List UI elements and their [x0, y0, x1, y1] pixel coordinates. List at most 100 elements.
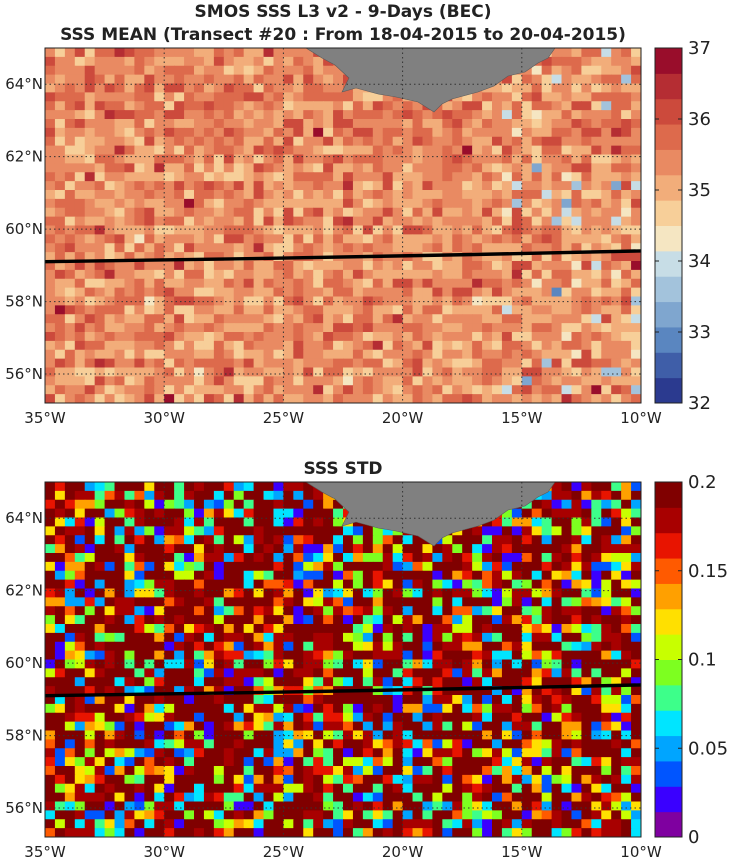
std-cell [442, 739, 453, 749]
std-cell [223, 632, 235, 643]
mean-cell [531, 172, 543, 182]
std-cell [174, 490, 185, 501]
mean-cell [581, 172, 592, 182]
mean-cell [611, 305, 622, 315]
std-cell [333, 748, 344, 758]
mean-cell [511, 349, 523, 360]
mean-cell [541, 154, 553, 164]
std-cell [223, 561, 235, 572]
std-cell [273, 641, 284, 652]
std-cell [581, 748, 592, 758]
mean-cell [462, 172, 473, 182]
std-cell [382, 828, 394, 837]
std-cell [621, 615, 632, 625]
mean-cell [591, 198, 602, 209]
std-cell [343, 712, 354, 723]
std-cell [243, 695, 255, 705]
mean-cell [621, 332, 632, 342]
mean-cell [243, 190, 255, 200]
std-cell [541, 588, 553, 598]
std-cell [184, 828, 195, 837]
mean-cell [184, 145, 195, 156]
std-cell [233, 819, 245, 829]
std-cell [194, 703, 205, 714]
std-cell [382, 703, 394, 714]
std-cell [422, 766, 433, 776]
mean-cell [174, 145, 185, 156]
std-cell [174, 606, 185, 616]
mean-cell [402, 261, 414, 271]
mean-cell [213, 154, 225, 164]
std-cell [621, 632, 632, 643]
mean-cell [124, 367, 135, 377]
mean-cell [64, 332, 76, 342]
std-cell [253, 579, 265, 590]
std-cell [472, 686, 483, 696]
mean-cell [601, 56, 612, 67]
mean-cell [154, 172, 165, 182]
mean-cell [194, 74, 205, 85]
mean-cell [203, 323, 215, 333]
mean-cell [273, 394, 284, 403]
std-cell [104, 703, 116, 714]
mean-cell [561, 56, 573, 67]
std-cell [472, 624, 483, 634]
mean-cell [412, 394, 424, 403]
mean-cell [472, 314, 483, 324]
mean-cell [134, 110, 145, 120]
mean-cell [362, 305, 374, 315]
std-cell [333, 597, 344, 607]
std-cell [611, 615, 622, 625]
mean-cell [402, 234, 414, 244]
std-cell [323, 615, 334, 625]
mean-cell [293, 145, 304, 156]
std-cell [601, 579, 612, 590]
mean-cell [283, 269, 294, 280]
std-cell [472, 695, 483, 705]
std-cell [611, 730, 622, 740]
mean-cell [313, 110, 324, 120]
std-cell [511, 650, 523, 661]
std-cell [293, 588, 304, 598]
mean-cell [601, 225, 612, 235]
mean-cell [541, 305, 553, 315]
mean-cell [591, 154, 602, 164]
std-cell [561, 792, 573, 803]
mean-cell [124, 172, 135, 182]
mean-cell [323, 287, 334, 298]
std-cell [601, 526, 612, 536]
mean-cell [253, 101, 265, 111]
std-cell [511, 712, 523, 723]
mean-cell [114, 367, 126, 377]
mean-cell [223, 119, 235, 129]
mean-cell [472, 181, 483, 191]
mean-cell [412, 225, 424, 235]
std-cell [114, 721, 126, 732]
std-cell [452, 579, 463, 590]
std-cell [253, 721, 265, 732]
std-cell [223, 695, 235, 705]
std-cell [432, 801, 443, 811]
std-cell [174, 783, 185, 794]
std-cell [541, 526, 553, 536]
mean-cell [591, 349, 602, 360]
std-cell [263, 641, 275, 652]
std-cell [442, 828, 453, 837]
lat-tick-label: 60°N [5, 220, 43, 238]
std-cell [174, 482, 185, 492]
std-cell [372, 783, 384, 794]
mean-cell [303, 190, 314, 200]
std-cell [203, 668, 215, 678]
mean-cell [253, 261, 265, 271]
std-cell [94, 748, 106, 758]
mean-cell [631, 172, 641, 182]
mean-cell [303, 234, 314, 244]
mean-cell [124, 287, 135, 298]
std-cell [293, 739, 304, 749]
mean-cell [194, 340, 205, 351]
mean-cell [531, 101, 543, 111]
std-cell [521, 579, 533, 590]
mean-cell [164, 385, 175, 395]
std-cell [422, 810, 433, 820]
std-cell [104, 615, 116, 625]
